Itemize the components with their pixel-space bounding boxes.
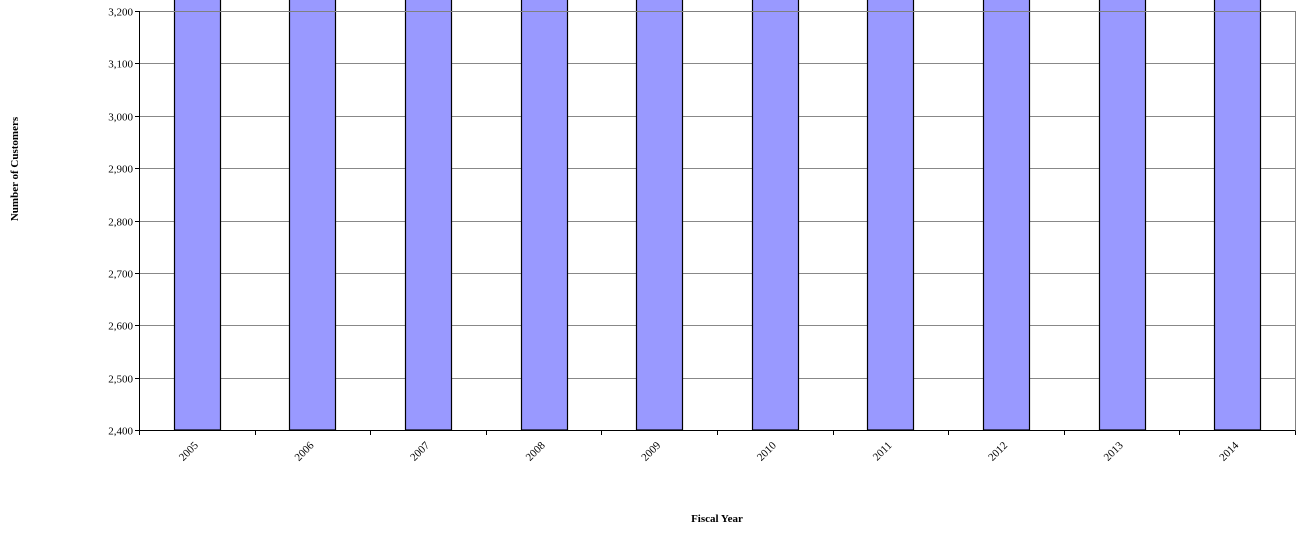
x-tick-label: 2005 xyxy=(177,439,201,463)
bar-stack-2013 xyxy=(1098,0,1147,431)
bar-segment xyxy=(288,0,337,431)
x-tick-label: 2014 xyxy=(1217,439,1241,463)
bar-stack-2007 xyxy=(404,0,453,431)
bar-stack-2008 xyxy=(520,0,569,431)
x-tick-label: 2011 xyxy=(871,440,895,464)
x-tick-label: 2013 xyxy=(1102,439,1126,463)
y-tick-label: 2,800 xyxy=(108,217,133,229)
bar-segment xyxy=(635,0,684,431)
x-tick-label: 2012 xyxy=(986,440,1010,464)
x-tick-label: 2008 xyxy=(524,439,548,463)
x-tick-label: 2006 xyxy=(292,439,316,463)
bar-stack-2010 xyxy=(751,0,800,431)
y-tick-label: 3,000 xyxy=(108,112,133,124)
bar-stack-2009 xyxy=(635,0,684,431)
bar-stack-2012 xyxy=(982,0,1031,431)
y-tick-label: 2,900 xyxy=(108,164,133,176)
bar-segment xyxy=(751,0,800,431)
y-tick-label: 2,700 xyxy=(108,269,133,281)
x-tick-label: 2010 xyxy=(755,439,779,463)
y-tick-label: 2,500 xyxy=(108,374,133,386)
y-tick-label: 3,200 xyxy=(108,7,133,19)
bar-segment xyxy=(1213,0,1262,431)
x-tick-label: 2009 xyxy=(639,439,663,463)
bar-segment xyxy=(520,0,569,431)
bar-segment xyxy=(173,0,222,431)
y-tick-label: 3,100 xyxy=(108,59,133,71)
y-tick-label: 2,400 xyxy=(108,426,133,438)
bar-segment xyxy=(404,0,453,431)
bar-stack-2014 xyxy=(1213,0,1262,431)
bars xyxy=(173,0,1262,431)
y-tick-label: 2,600 xyxy=(108,321,133,333)
bar-stack-2005 xyxy=(173,0,222,431)
axes xyxy=(135,11,1296,435)
bar-stack-2006 xyxy=(288,0,337,431)
x-axis-title: Fiscal Year xyxy=(691,513,743,525)
tick-labels: 2,400 2,500 2,600 2,700 2,800 2,900 3,000 3,100… xyxy=(108,7,1241,464)
bar-segment xyxy=(1098,0,1147,431)
bar-segment xyxy=(982,0,1031,431)
bar-segment xyxy=(866,0,915,431)
x-tick-label: 2007 xyxy=(408,439,432,463)
y-axis-title: Number of Customers xyxy=(9,116,21,221)
bar-stack-2011 xyxy=(866,0,915,431)
